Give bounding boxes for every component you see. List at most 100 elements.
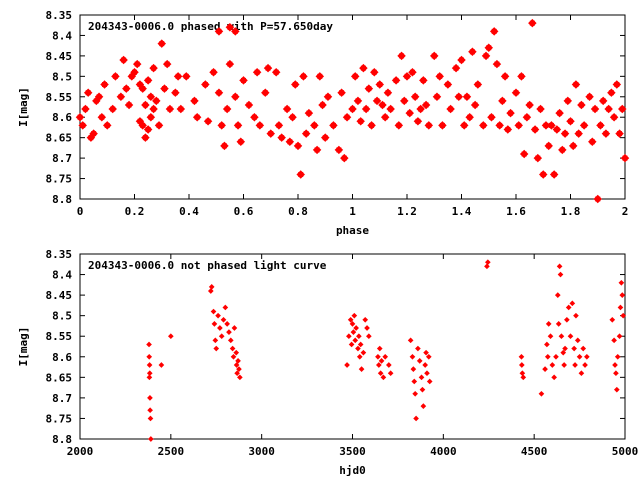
data-point-core — [77, 114, 83, 120]
data-point — [617, 304, 624, 311]
data-points — [75, 18, 630, 204]
data-point — [567, 333, 574, 340]
data-point-core — [595, 196, 601, 202]
data-point-core — [469, 49, 475, 55]
data-point-core — [548, 122, 554, 128]
data-point-core — [505, 126, 511, 132]
data-point — [411, 378, 418, 385]
x-tick-label: 3000 — [248, 445, 275, 458]
data-point — [418, 374, 425, 381]
data-point — [347, 316, 354, 323]
y-tick-label: 8.55 — [46, 91, 73, 104]
data-point — [147, 415, 154, 422]
data-point-core — [241, 77, 246, 83]
data-point-core — [543, 122, 549, 128]
data-point-core — [557, 110, 563, 116]
data-point-core — [159, 41, 165, 47]
data-point-core — [467, 114, 473, 120]
data-point-core — [265, 65, 271, 71]
data-point-core — [102, 82, 108, 88]
data-point-core — [172, 90, 178, 96]
data-point — [217, 325, 223, 331]
data-point — [554, 292, 561, 298]
data-point-core — [576, 131, 582, 137]
data-point — [348, 341, 355, 348]
data-point — [207, 288, 214, 294]
data-point-core — [262, 90, 268, 96]
data-point — [148, 436, 154, 442]
data-point — [424, 370, 430, 377]
data-point-core — [112, 73, 118, 79]
y-tick-label: 8.8 — [52, 193, 72, 206]
data-point-core — [385, 90, 391, 96]
data-point — [518, 353, 525, 360]
data-point-core — [369, 122, 375, 128]
data-point — [366, 333, 372, 340]
y-tick-label: 8.55 — [46, 330, 73, 343]
data-point — [222, 304, 229, 311]
y-tick-label: 8.35 — [46, 248, 73, 261]
data-point — [355, 345, 361, 352]
data-point-core — [459, 57, 464, 63]
data-point — [168, 333, 174, 340]
y-tick-label: 8.45 — [46, 50, 73, 63]
data-point — [146, 362, 153, 368]
data-point — [147, 395, 153, 401]
data-point-core — [140, 86, 146, 92]
data-point — [210, 308, 217, 315]
data-point — [226, 329, 232, 335]
data-point-core — [573, 82, 579, 88]
data-point-core — [464, 94, 470, 100]
data-point-core — [508, 110, 514, 116]
data-point-core — [238, 139, 244, 145]
data-point-core — [434, 94, 440, 100]
data-point-core — [453, 65, 459, 71]
data-point — [556, 263, 563, 270]
data-point-core — [488, 114, 494, 120]
data-point-core — [279, 135, 285, 141]
data-point — [147, 407, 153, 414]
data-point — [409, 353, 416, 360]
data-point-core — [80, 122, 86, 128]
data-point — [230, 353, 237, 360]
data-point-core — [306, 110, 312, 116]
data-point-core — [532, 126, 538, 132]
data-point-core — [600, 98, 606, 104]
data-point — [146, 370, 153, 377]
data-point — [380, 374, 387, 381]
data-point — [351, 312, 358, 319]
data-point — [620, 312, 627, 319]
data-point-core — [211, 69, 217, 75]
data-point — [233, 349, 240, 356]
data-point-core — [486, 45, 492, 51]
x-tick-label: 0 — [77, 205, 84, 218]
data-point-core — [611, 114, 617, 120]
data-point — [619, 292, 626, 298]
data-point-core — [570, 143, 576, 149]
data-point-core — [232, 28, 238, 34]
data-point-core — [423, 102, 429, 108]
data-point — [213, 345, 220, 352]
data-point — [613, 370, 619, 377]
data-point — [558, 333, 565, 340]
data-point — [415, 345, 421, 352]
data-point — [356, 353, 363, 360]
data-point-core — [85, 90, 91, 96]
x-tick-label: 1 — [349, 205, 356, 218]
y-tick-label: 8.4 — [52, 29, 72, 42]
data-point — [416, 358, 423, 364]
data-point — [582, 362, 588, 368]
data-point — [227, 337, 234, 344]
data-point — [422, 362, 428, 368]
data-point-core — [578, 102, 584, 108]
data-point-core — [592, 106, 598, 112]
data-point — [237, 374, 243, 381]
data-point-core — [521, 151, 527, 157]
data-point — [573, 312, 579, 319]
data-point — [356, 333, 362, 340]
data-point — [544, 341, 550, 348]
data-point-core — [151, 106, 157, 112]
data-point-core — [216, 90, 222, 96]
y-tick-label: 8.5 — [52, 310, 72, 323]
data-point-core — [388, 106, 394, 112]
